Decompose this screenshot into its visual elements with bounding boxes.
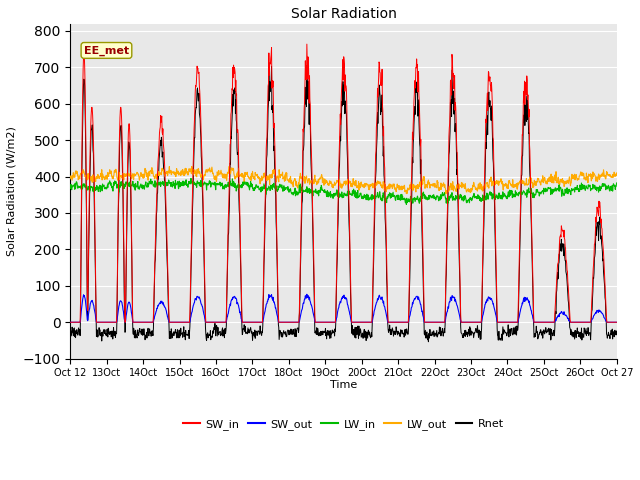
X-axis label: Time: Time <box>330 380 357 390</box>
Legend: SW_in, SW_out, LW_in, LW_out, Rnet: SW_in, SW_out, LW_in, LW_out, Rnet <box>179 415 508 434</box>
Text: EE_met: EE_met <box>84 45 129 56</box>
Title: Solar Radiation: Solar Radiation <box>291 7 396 21</box>
Y-axis label: Solar Radiation (W/m2): Solar Radiation (W/m2) <box>7 126 17 256</box>
